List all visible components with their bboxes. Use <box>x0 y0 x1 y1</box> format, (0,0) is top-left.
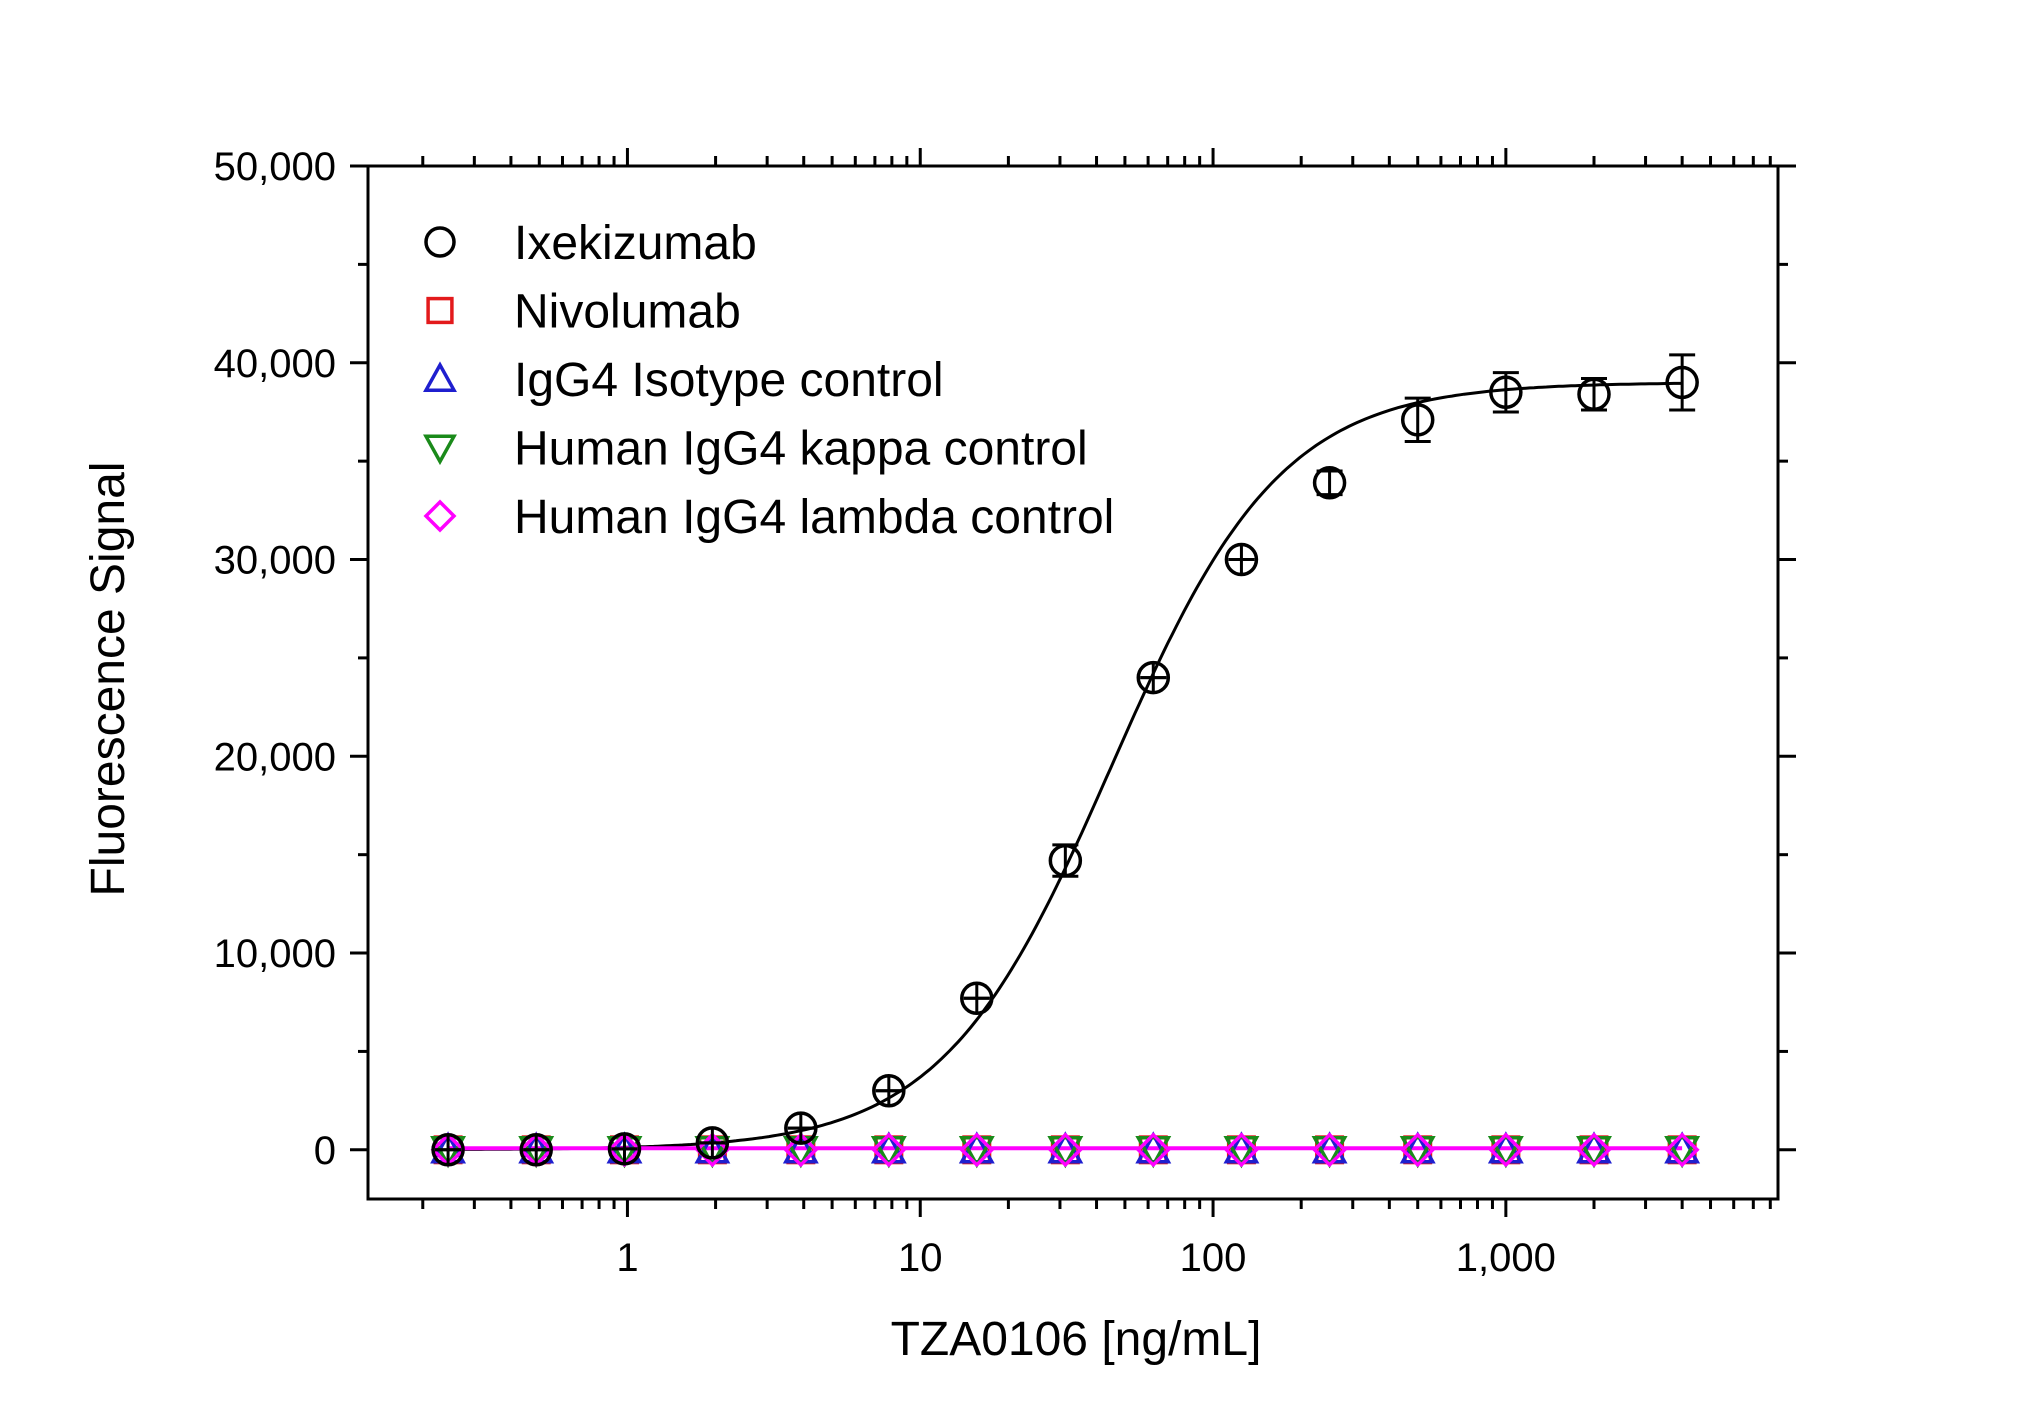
legend-label: Human IgG4 lambda control <box>514 491 1114 544</box>
data-point-triangle-down <box>870 1136 907 1169</box>
data-point-diamond <box>1312 1132 1348 1168</box>
data-point-triangle-down <box>1399 1136 1436 1169</box>
data-point-circle <box>1224 542 1259 577</box>
data-point-circle <box>1665 365 1699 400</box>
y-tick-label: 40,000 <box>214 342 336 386</box>
data-point-circle <box>519 1133 553 1167</box>
data-point-diamond <box>1488 1132 1524 1168</box>
x-axis-title: TZA0106 [ng/mL] <box>891 1313 1262 1366</box>
x-tick-label: 100 <box>1180 1236 1247 1280</box>
y-tick-label: 50,000 <box>214 145 336 189</box>
data-point-circle <box>1577 377 1611 411</box>
axes-group: 0 10,000 20,000 30,000 40,000 50,000 1 10 100 1,0… <box>214 145 1796 1280</box>
legend-symbol-circle <box>424 226 456 258</box>
plot-frame <box>366 164 1780 1201</box>
legend: Ixekizumab Nivolumab IgG4 Isotype control H… <box>423 217 1114 544</box>
legend-symbol-triangle-up <box>423 361 457 392</box>
x-tick-label: 1,000 <box>1456 1236 1556 1280</box>
legend-label: Human IgG4 kappa control <box>514 423 1088 476</box>
x-tick-label: 10 <box>898 1236 943 1280</box>
y-tick-label: 0 <box>314 1129 336 1173</box>
data-point-triangle-down <box>1223 1136 1260 1169</box>
data-point-circle <box>960 981 994 1016</box>
y-tick-label: 30,000 <box>214 539 336 583</box>
data-point-diamond <box>1223 1132 1259 1168</box>
data-point-triangle-down <box>1135 1136 1172 1169</box>
legend-label: Ixekizumab <box>514 217 757 270</box>
data-point-triangle-down <box>1487 1136 1524 1169</box>
data-point-diamond <box>1047 1132 1083 1168</box>
y-axis-title: Fluorescence Signal <box>82 462 135 897</box>
data-point-circle <box>695 1126 730 1160</box>
x-tick-label: 1 <box>616 1236 638 1280</box>
data-point-circle <box>1136 660 1171 695</box>
legend-symbol-square <box>426 296 454 325</box>
data-point-circle <box>431 1133 465 1167</box>
y-tick-label: 10,000 <box>214 932 336 976</box>
data-point-diamond <box>871 1132 907 1168</box>
data-point-triangle-down <box>1664 1136 1701 1169</box>
legend-symbol-diamond <box>423 499 457 533</box>
data-point-diamond <box>959 1132 995 1168</box>
data-point-diamond <box>1135 1132 1171 1168</box>
data-point-diamond <box>694 1132 730 1168</box>
data-point-circle <box>1489 375 1523 410</box>
data-point-diamond <box>783 1132 819 1168</box>
data-point-circle <box>1400 403 1435 437</box>
data-point-circle <box>1048 843 1083 878</box>
data-point-circle <box>784 1111 818 1145</box>
data-point-circle <box>1312 466 1347 500</box>
data-point-circle <box>607 1132 642 1166</box>
legend-symbol-triangle-down <box>423 434 457 466</box>
data-point-triangle-down <box>958 1136 995 1169</box>
y-tick-label: 20,000 <box>214 735 336 779</box>
legend-label: Nivolumab <box>514 286 741 339</box>
data-point-triangle-down <box>1576 1136 1612 1169</box>
data-point-diamond <box>1576 1132 1612 1168</box>
legend-label: IgG4 Isotype control <box>514 354 944 407</box>
data-points <box>430 353 1701 1169</box>
data-point-diamond <box>1664 1132 1700 1168</box>
data-point-diamond <box>1400 1132 1436 1168</box>
data-point-circle <box>872 1074 906 1108</box>
data-point-triangle-down <box>1047 1136 1084 1169</box>
data-point-triangle-down <box>1311 1136 1348 1169</box>
